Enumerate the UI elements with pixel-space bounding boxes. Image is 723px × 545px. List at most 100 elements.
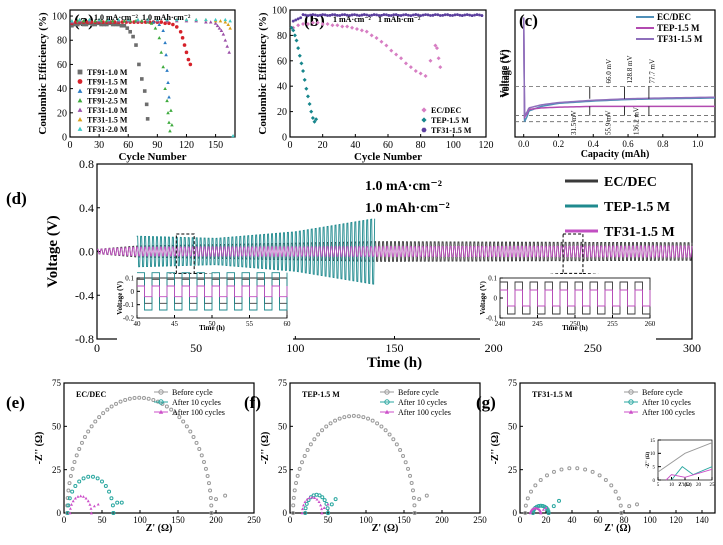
data-point [465,13,469,16]
data-point [539,511,543,515]
x-tick-label: 50 [98,515,108,525]
x-tick-label: 10 [669,483,675,488]
x-tick-label: 100 [359,515,373,525]
data-point [90,22,95,27]
data-point [206,481,211,486]
data-point [551,504,556,509]
legend-marker [628,399,634,405]
data-point [397,13,401,17]
data-point [227,50,231,54]
data-point [458,13,462,17]
data-point [361,415,366,420]
x-tick-label: 25 [710,483,716,488]
data-point [350,13,354,17]
x-tick-label: 40 [568,515,578,525]
data-point [221,32,226,36]
data-point [333,497,338,502]
x-tick-label: 255 [607,320,618,328]
data-point [567,466,572,471]
y-axis-label: -Z'' (Ω) [490,432,501,465]
data-point [127,396,132,401]
data-point [603,477,608,482]
legend-label: EC/DEC [431,106,461,115]
data-point [186,57,191,62]
x-tick-label: 250 [570,320,581,328]
data-point [379,39,384,44]
x-tick-label: 15 [683,483,689,488]
data-point [300,511,304,515]
y-tick-label: 5 [653,465,656,470]
data-point [366,416,371,421]
data-point [304,86,309,91]
data-point [329,502,334,507]
data-point [289,25,294,30]
x-axis-label: Capacity (mAh) [581,149,650,160]
data-point [424,493,429,498]
data-point [123,397,128,402]
data-point [291,495,296,500]
y-tick-label: 60 [277,56,287,67]
data-point [105,407,110,412]
x-tick-label: 300 [683,341,701,355]
data-point [352,13,357,16]
x-tick-label: 140 [695,515,709,525]
x-tick-label: 200 [435,515,449,525]
legend: EC/DEC TEP-1.5 M TF31-1.5 M [565,175,675,240]
data-point [404,13,408,16]
data-point [538,503,543,508]
data-point [326,511,330,515]
data-point [315,497,319,501]
data-point [347,414,352,419]
data-point [387,14,391,17]
data-point [294,18,298,22]
legend-label: Before cycle [642,388,683,397]
inset-series-line [665,468,713,481]
data-point [146,396,151,401]
voltage-annotation: 77.7 mV [649,59,657,84]
data-point [389,14,393,17]
data-point [182,43,187,47]
x-tick-label: 0.0 [518,139,530,149]
data-point [167,95,171,99]
data-point [65,495,70,500]
series-TF31-2.0 M [70,17,235,138]
data-point [453,13,457,17]
panel-title: TEP-1.5 M [302,390,340,399]
data-point [305,21,310,26]
x-tick-label: 0.6 [622,139,634,149]
data-point [81,476,86,481]
x-axis-label: Time (h) [562,324,588,332]
data-point [333,13,337,17]
data-point [188,429,193,434]
y-tick-label: 0.4 [79,201,94,215]
data-point [337,416,342,421]
data-point [335,14,339,17]
y-tick-label: 0 [62,133,67,144]
legend-label: After 10 cycles [172,398,221,407]
data-point [306,14,310,17]
data-point [89,424,94,429]
legend-marker [158,409,164,414]
data-point [394,442,399,447]
data-point [303,13,308,17]
data-point [86,499,90,503]
x-tick-label: 40 [350,140,360,151]
legend-marker [421,117,427,123]
x-tick-label: 60 [594,515,604,525]
y-tick-label: 15 [650,439,656,444]
data-point [97,17,101,22]
data-point [540,503,545,508]
data-point [87,17,92,22]
data-point [627,504,632,509]
data-point [299,16,303,20]
x-tick-label: 50 [209,320,217,328]
data-point [103,483,108,488]
data-point [435,46,439,51]
data-point [613,489,618,494]
annotation-current: 1.0 mA·cm⁻² [365,179,442,194]
data-point [377,14,381,17]
data-point [66,503,71,508]
legend-label: After 100 cycles [398,408,451,417]
